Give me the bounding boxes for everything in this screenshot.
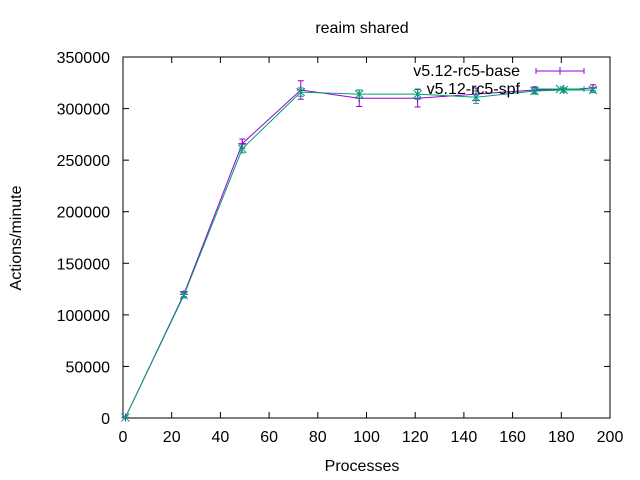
data-point — [237, 144, 247, 154]
series-line — [124, 89, 593, 418]
data-point — [588, 85, 598, 95]
y-tick-label: 200000 — [57, 205, 110, 222]
legend-marker-1 — [555, 84, 565, 94]
y-tick-label: 350000 — [57, 50, 110, 67]
x-tick-label: 200 — [597, 429, 624, 446]
x-tick-label: 60 — [260, 429, 278, 446]
x-tick-label: 160 — [499, 429, 526, 446]
y-tick-label: 100000 — [57, 308, 110, 325]
chart-title: reaim shared — [315, 20, 408, 37]
series-layer — [121, 80, 598, 422]
plot-axes: 0 20 40 60 80 100 120 140 160 180 200 0 50000 100000 1… — [57, 50, 624, 446]
plot-border — [122, 56, 611, 419]
x-tick-label: 180 — [548, 429, 575, 446]
legend-marker-0 — [556, 67, 564, 75]
x-tick-label: 20 — [163, 429, 181, 446]
x-tick-label: 80 — [309, 429, 327, 446]
y-tick-label: 0 — [101, 411, 110, 428]
x-tick-label: 40 — [212, 429, 230, 446]
y-axis-label: Actions/minute — [8, 185, 25, 290]
x-tick-label: 0 — [119, 429, 128, 446]
data-point — [471, 92, 481, 102]
series-0 — [121, 80, 597, 422]
y-tick-label: 300000 — [57, 102, 110, 119]
x-axis-label: Processes — [325, 458, 400, 475]
data-point — [413, 89, 422, 99]
x-tick-label: 140 — [451, 429, 478, 446]
data-point — [354, 89, 364, 99]
x-tick-label: 100 — [353, 429, 380, 446]
legend-label-0: v5.12-rc5-base — [413, 63, 520, 80]
series-line — [124, 87, 594, 418]
series-1 — [121, 85, 598, 422]
y-tick-label: 150000 — [57, 256, 110, 273]
data-point — [121, 413, 130, 422]
y-tick-label: 250000 — [57, 153, 110, 170]
legend-label-1: v5.12-rc5-spf — [427, 81, 521, 98]
data-point — [296, 87, 306, 97]
data-point — [179, 290, 189, 300]
data-point — [530, 86, 539, 96]
x-tick-label: 120 — [402, 429, 429, 446]
y-tick-label: 50000 — [66, 359, 111, 376]
